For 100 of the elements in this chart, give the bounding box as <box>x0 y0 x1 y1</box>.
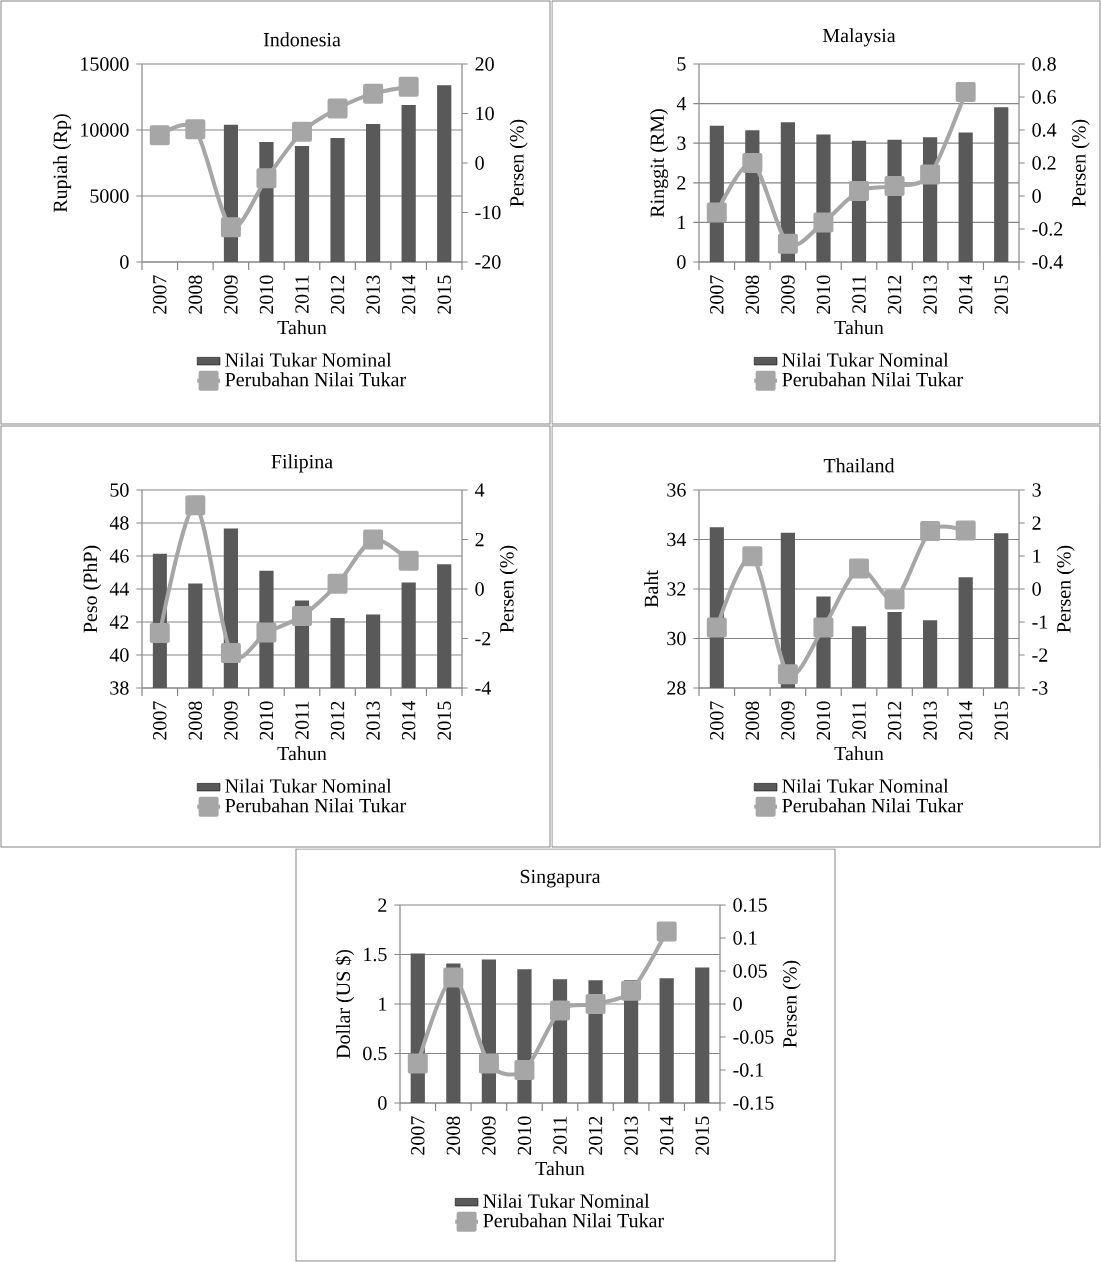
legend-label: Perubahan Nilai Tukar <box>225 798 406 813</box>
point <box>256 622 277 643</box>
y-tick-label: 44 <box>109 582 130 596</box>
y2-tick-label: 2 <box>1032 516 1041 530</box>
bar <box>695 967 710 1104</box>
y-axis-title: Baht <box>644 570 659 608</box>
x-tick-label: 2015 <box>437 701 451 740</box>
legend-label: Nilai Tukar Nominal <box>225 352 392 367</box>
legend-label: Perubahan Nilai Tukar <box>782 798 963 813</box>
x-tick-label: 2010 <box>517 1116 532 1155</box>
x-tick-label: 2012 <box>330 275 345 314</box>
x-tick-label: 2014 <box>401 700 416 740</box>
y-tick-label: 40 <box>109 648 129 662</box>
point <box>149 125 170 146</box>
y2-tick-label: -0.1 <box>733 1063 764 1077</box>
legend-label: Perubahan Nilai Tukar <box>782 372 963 387</box>
x-tick-label: 2013 <box>923 701 937 740</box>
x-tick-label: 2012 <box>330 701 345 740</box>
point <box>920 164 941 185</box>
point <box>955 520 976 541</box>
point <box>813 617 834 638</box>
y2-tick-label: 0.2 <box>1032 156 1056 170</box>
y2-tick-label: 0.4 <box>1032 123 1057 137</box>
legend-label: Nilai Tukar Nominal <box>483 1193 650 1208</box>
point <box>777 664 798 685</box>
y2-tick-label: 0.1 <box>733 931 757 945</box>
point <box>813 212 834 233</box>
x-axis-title: Tahun <box>535 1161 585 1176</box>
point <box>706 617 727 638</box>
x-tick-label: 2011 <box>295 701 309 740</box>
point <box>656 921 677 942</box>
x-axis-title: Tahun <box>277 746 327 761</box>
x-tick-label: 2015 <box>994 275 1008 314</box>
y-tick-label: 4 <box>676 97 687 111</box>
x-tick-label: 2008 <box>446 1116 461 1155</box>
point <box>884 176 905 197</box>
point <box>220 217 241 238</box>
x-tick-label: 2010 <box>259 275 274 314</box>
y-tick-label: 2 <box>677 176 686 190</box>
bar <box>437 85 452 262</box>
legend-label: Nilai Tukar Nominal <box>782 778 949 793</box>
bar <box>994 107 1009 262</box>
bar <box>330 138 345 262</box>
x-tick-label: 2009 <box>224 275 238 314</box>
point <box>363 529 384 550</box>
y2-tick-label: -1 <box>1032 615 1048 629</box>
y2-tick-label: -0.4 <box>1032 255 1063 269</box>
x-tick-label: 2009 <box>781 275 795 314</box>
chart-title: Singapura <box>520 869 601 888</box>
y2-tick-label: 1 <box>1033 549 1041 563</box>
x-tick-label: 2010 <box>816 275 831 314</box>
x-tick-label: 2013 <box>624 1116 638 1155</box>
point <box>849 181 869 202</box>
y-tick-label: 34 <box>667 532 687 547</box>
point <box>920 520 941 541</box>
y2-axis-title: Persen (%) <box>1056 545 1075 633</box>
x-tick-label: 2014 <box>659 1115 674 1155</box>
x-tick-label: 2008 <box>745 275 760 314</box>
y-axis-title: Rupiah (Rp) <box>52 114 72 213</box>
x-tick-label: 2008 <box>745 701 760 740</box>
y2-tick-label: 0 <box>733 997 742 1011</box>
point <box>292 605 312 626</box>
y-tick-label: 38 <box>110 681 129 695</box>
x-tick-label: 2010 <box>816 701 831 740</box>
point <box>742 153 763 173</box>
point <box>585 994 606 1015</box>
y-tick-label: 0 <box>120 255 129 269</box>
point <box>849 558 869 579</box>
y-tick-label: 0.5 <box>363 1046 387 1061</box>
y2-tick-label: -10 <box>475 205 501 220</box>
point <box>514 1060 535 1081</box>
point <box>398 550 419 571</box>
x-tick-label: 2008 <box>188 275 203 314</box>
y2-tick-label: 0 <box>1032 189 1041 203</box>
x-tick-label: 2010 <box>259 701 274 740</box>
y-tick-label: 10000 <box>81 123 129 137</box>
y2-tick-label: -0.2 <box>1032 222 1063 236</box>
x-axis-title: Tahun <box>834 746 884 761</box>
y-tick-label: 0 <box>677 255 686 269</box>
point <box>327 573 348 594</box>
x-tick-label: 2011 <box>295 275 309 314</box>
point <box>256 168 277 189</box>
y-tick-label: 46 <box>109 549 129 563</box>
point <box>220 643 241 664</box>
bar <box>958 132 973 262</box>
chart-title: Filipina <box>271 454 333 473</box>
y2-tick-label: 0 <box>475 582 484 596</box>
y-tick-label: 2 <box>378 898 387 912</box>
point <box>706 202 727 223</box>
x-tick-label: 2015 <box>695 1116 709 1155</box>
y2-tick-label: 4 <box>475 483 485 497</box>
y-tick-label: 28 <box>667 681 686 695</box>
point <box>884 589 905 610</box>
point <box>149 623 170 644</box>
point <box>443 967 464 988</box>
y2-axis-title: Persen (%) <box>499 545 518 633</box>
y2-tick-label: 0.8 <box>1032 57 1056 71</box>
y-axis-title: Dollar (US $) <box>335 949 355 1059</box>
point <box>742 546 763 567</box>
point <box>478 1053 499 1074</box>
